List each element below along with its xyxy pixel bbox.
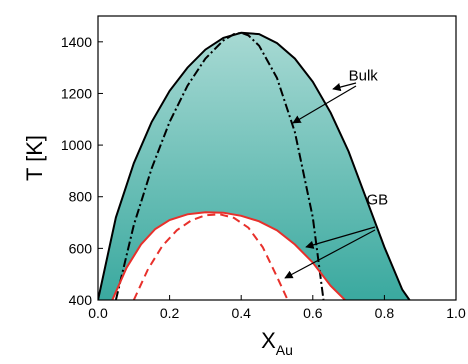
x-axis-title-sub: Au bbox=[276, 342, 293, 358]
x-axis-title-main: X bbox=[261, 328, 276, 353]
series-line-1 bbox=[114, 31, 325, 300]
x-tick-label: 0.0 bbox=[88, 305, 108, 321]
y-tick-label: 1400 bbox=[61, 34, 92, 50]
y-axis-title: T [K] bbox=[22, 135, 47, 181]
x-tick-label: 0.8 bbox=[375, 305, 395, 321]
series-line-2 bbox=[111, 211, 346, 300]
x-tick-label: 1.0 bbox=[446, 305, 466, 321]
x-tick-label: 0.2 bbox=[160, 305, 180, 321]
x-axis-title: XAu bbox=[261, 328, 293, 358]
bulk-arrow-2 bbox=[292, 85, 357, 124]
gb-arrow-1 bbox=[305, 226, 376, 249]
gb-arrow-2 bbox=[284, 229, 376, 279]
series-line-0 bbox=[98, 31, 411, 300]
bulk-arrow-1 bbox=[332, 82, 357, 92]
annotations: Bulk GB bbox=[284, 68, 389, 279]
x-axis: 0.0 0.2 0.4 0.6 0.8 1.0 bbox=[88, 295, 466, 321]
plot-frame bbox=[97, 15, 457, 301]
annotation-gb: GB bbox=[367, 191, 389, 208]
annotation-bulk: Bulk bbox=[349, 68, 379, 85]
y-tick-label: 1000 bbox=[61, 137, 92, 153]
y-tick-label: 1200 bbox=[61, 85, 92, 101]
series-line-3 bbox=[132, 213, 289, 300]
y-tick-label: 400 bbox=[69, 292, 93, 308]
x-tick-label: 0.6 bbox=[303, 305, 323, 321]
y-axis: 400 600 800 1000 1200 1400 bbox=[61, 34, 103, 308]
x-tick-label: 0.4 bbox=[231, 305, 251, 321]
y-tick-label: 600 bbox=[69, 240, 93, 256]
y-tick-label: 800 bbox=[69, 189, 93, 205]
